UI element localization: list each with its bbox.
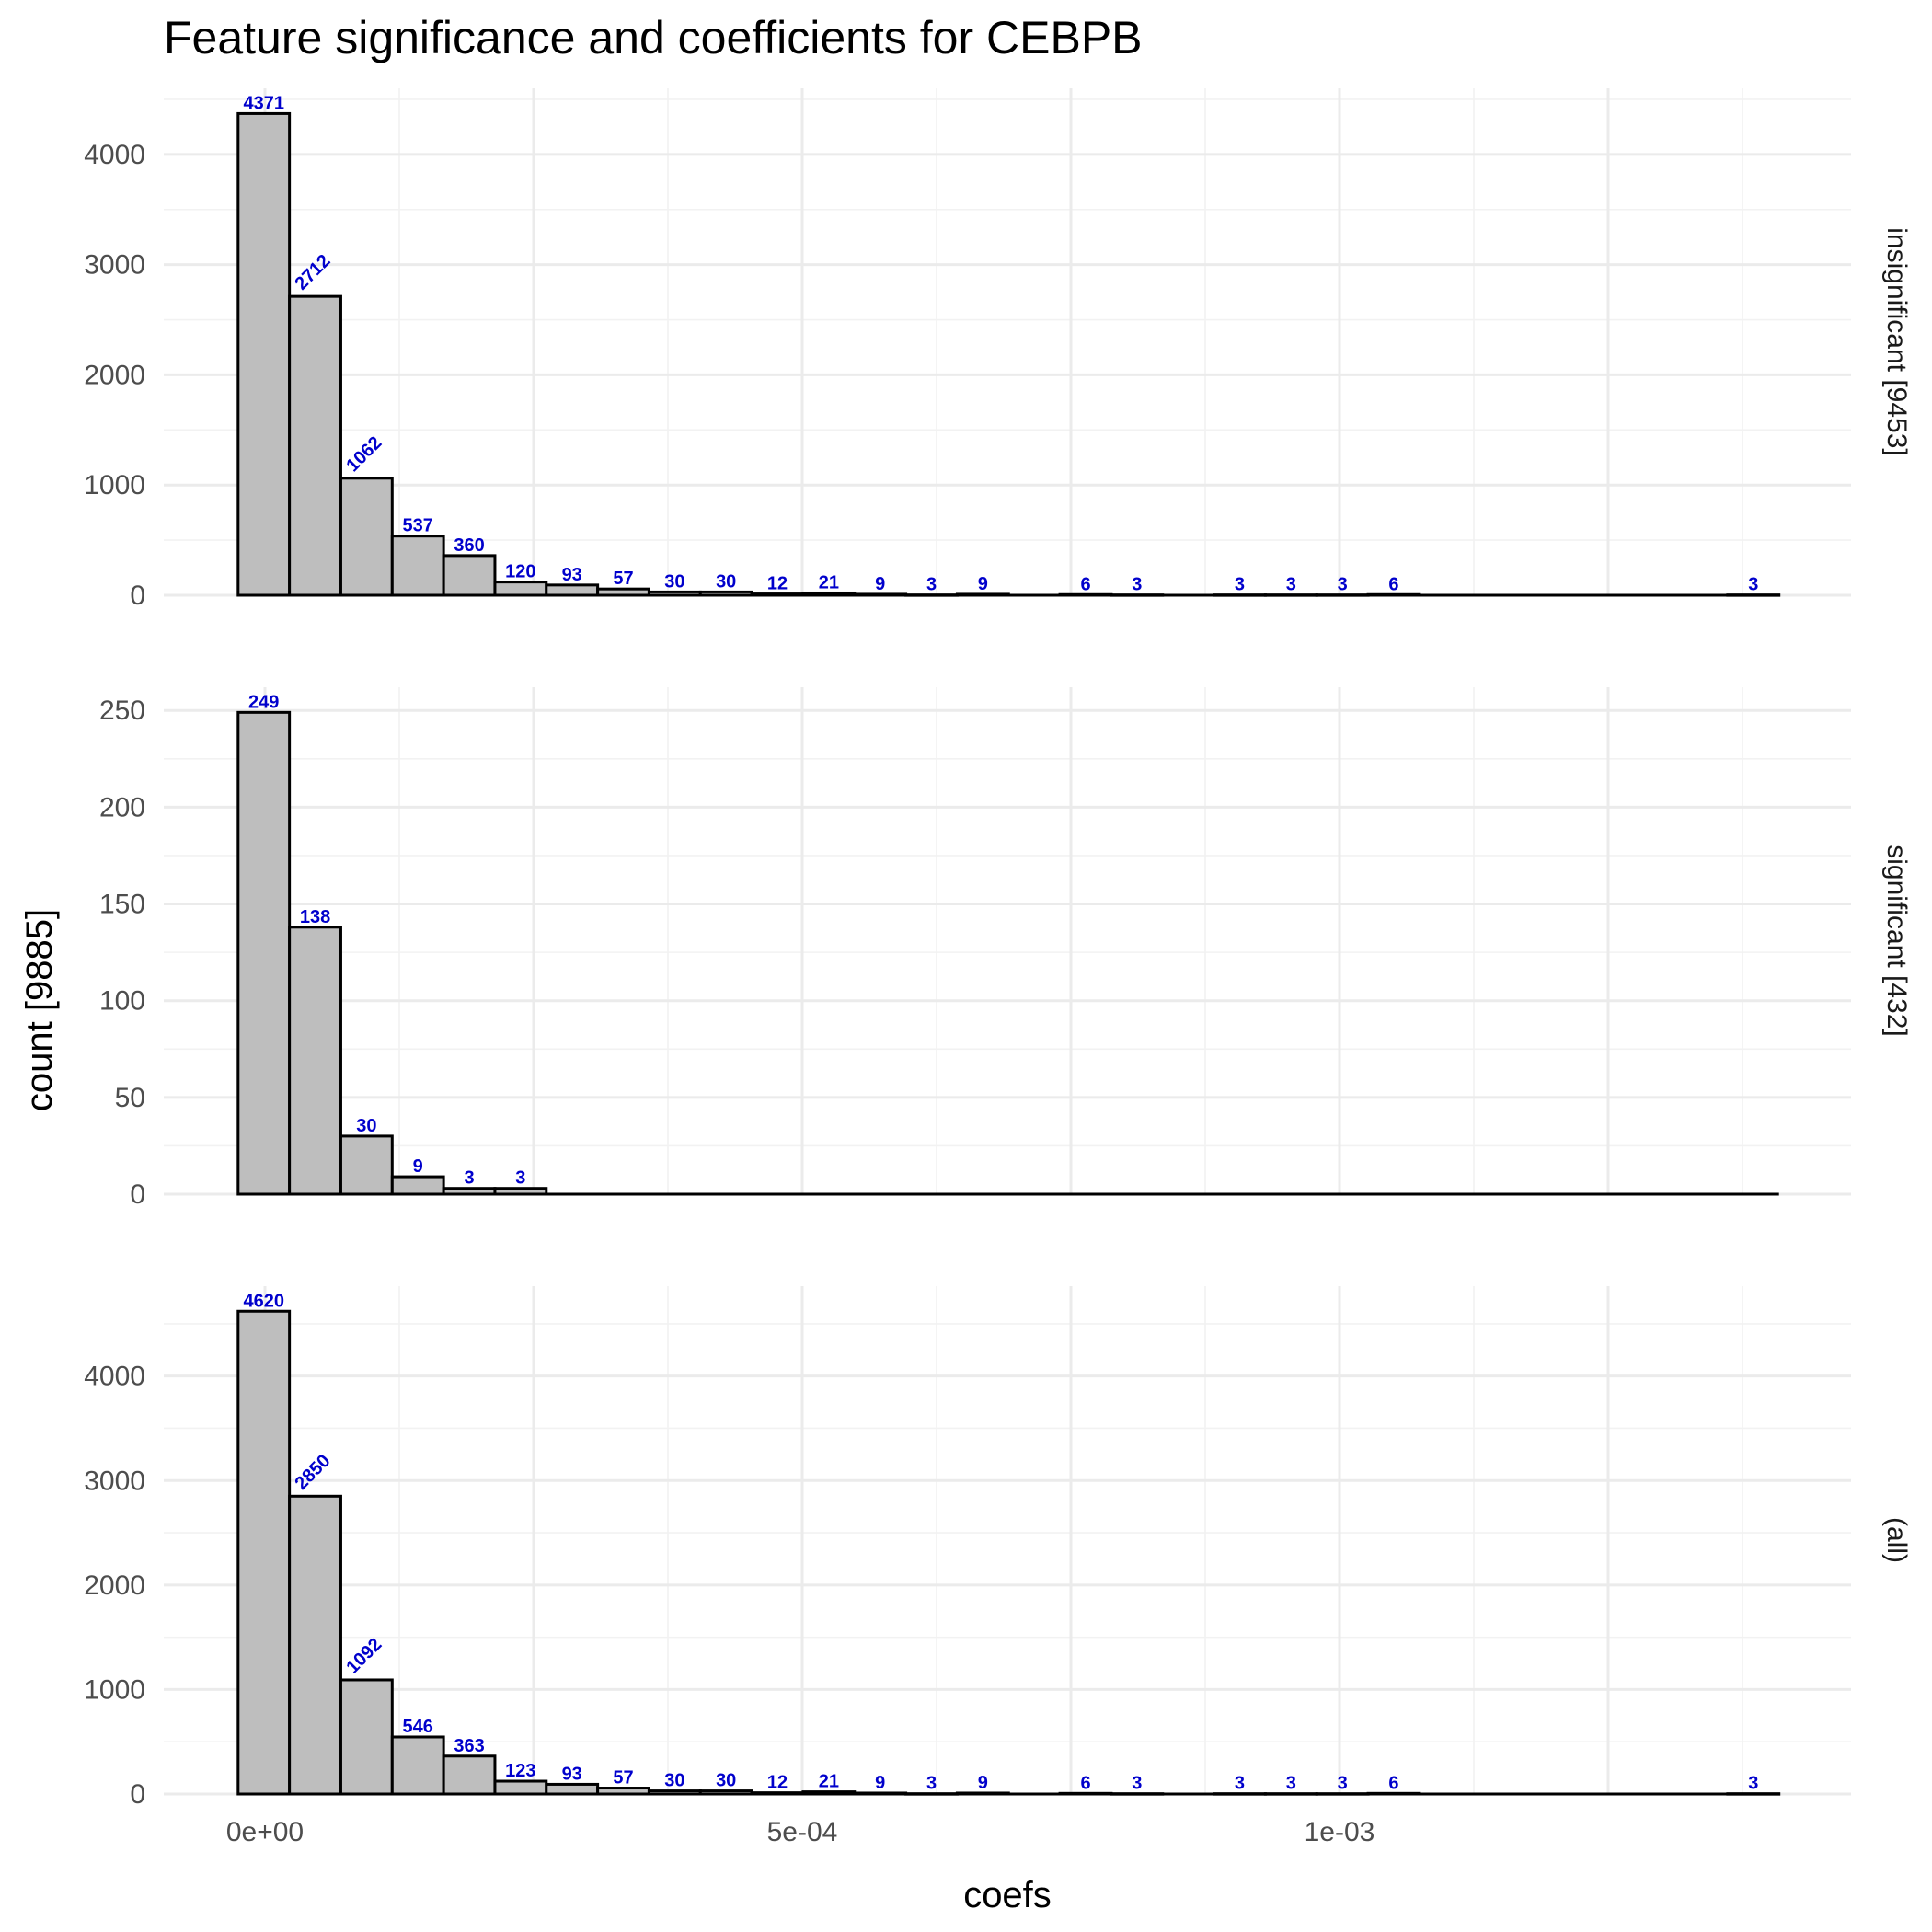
bar-value-label: 6	[1080, 574, 1090, 594]
x-axis: 0e+00 5e-04 1e-03	[226, 1817, 1375, 1847]
bar-value-label: 3	[1338, 1774, 1348, 1794]
y-tick-label: 0	[130, 581, 145, 611]
y-tick-label: 250	[99, 696, 145, 726]
x-axis-title: coefs	[963, 1875, 1052, 1915]
y-tick-label: 3000	[84, 250, 145, 281]
bar-value-label: 1092	[342, 1634, 385, 1677]
histogram-bar	[339, 1678, 394, 1796]
histogram-bar	[545, 583, 600, 597]
bar-value-label: 30	[716, 1771, 736, 1791]
bar-value-label: 93	[562, 565, 582, 585]
facet-strip-label: significant [432]	[1881, 845, 1912, 1036]
bar-value-label: 9	[875, 574, 885, 594]
bar-value-label: 9	[978, 574, 988, 594]
bar-value-label: 30	[664, 571, 684, 592]
histogram-bar	[236, 710, 292, 1196]
histogram-bar	[493, 1779, 548, 1796]
histogram-bar	[390, 1735, 445, 1796]
bar-value-label: 6	[1388, 1773, 1398, 1793]
bar-value-label: 30	[664, 1771, 684, 1791]
histogram-bar	[390, 535, 445, 597]
histogram-bar	[442, 1754, 497, 1796]
bar-value-label: 138	[300, 907, 330, 927]
bar-value-label: 3	[1748, 1774, 1758, 1794]
histogram-bar	[236, 1309, 292, 1796]
y-tick-label: 1000	[84, 1674, 145, 1705]
chart-title: Feature significance and coefficients fo…	[164, 12, 1143, 63]
bar-value-label: 3	[926, 575, 937, 595]
y-tick-label: 0	[130, 1179, 145, 1210]
bar-value-label: 57	[613, 1768, 633, 1788]
bar-value-label: 3	[1132, 575, 1142, 595]
bar-value-label: 3	[1235, 575, 1245, 595]
bar-value-label: 9	[413, 1156, 423, 1177]
y-axis-title: count [9885]	[19, 909, 60, 1111]
y-tick-label: 100	[99, 986, 145, 1017]
bar-value-label: 93	[562, 1764, 582, 1784]
bar-value-label: 57	[613, 569, 633, 589]
bar-value-label: 3	[464, 1168, 474, 1189]
histogram-bar	[288, 926, 342, 1196]
y-tick-label: 200	[99, 792, 145, 822]
bar-value-label: 12	[767, 574, 788, 594]
bar-value-label: 21	[819, 1772, 839, 1792]
bar-value-label: 1062	[342, 432, 385, 476]
x-tick-label: 0e+00	[226, 1817, 304, 1847]
bar-value-label: 12	[767, 1773, 788, 1793]
bar-value-label: 6	[1080, 1773, 1090, 1793]
histogram-bar	[390, 1175, 445, 1196]
histogram-bar	[339, 477, 394, 597]
histogram-bar	[442, 554, 497, 597]
y-tick-label: 4000	[84, 140, 145, 170]
bar-value-label: 123	[505, 1761, 535, 1781]
histogram-bar	[493, 581, 548, 597]
bar-value-label: 360	[454, 535, 484, 556]
bar-value-label: 2850	[292, 1451, 335, 1494]
bar-value-label: 120	[505, 562, 535, 582]
y-tick-label: 2000	[84, 1570, 145, 1601]
facet-strip-label: (all)	[1881, 1517, 1912, 1563]
histogram-bar	[236, 111, 292, 597]
histogram-bar	[545, 1782, 600, 1796]
histogram-bar	[288, 1494, 342, 1796]
x-tick-label: 5e-04	[767, 1817, 838, 1847]
bar-value-label: 30	[716, 571, 736, 592]
bar-value-label: 3	[1286, 575, 1296, 595]
y-tick-label: 0	[130, 1779, 145, 1810]
y-tick-label: 4000	[84, 1362, 145, 1392]
bar-value-label: 6	[1388, 574, 1398, 594]
bar-value-label: 3	[1132, 1774, 1142, 1794]
bar-value-label: 249	[248, 692, 279, 712]
bar-value-label: 537	[403, 516, 433, 536]
bar-value-label: 9	[978, 1773, 988, 1793]
bar-value-label: 3	[515, 1168, 525, 1189]
bar-value-label: 3	[1748, 575, 1758, 595]
bar-value-label: 363	[454, 1736, 484, 1756]
facet-panel: 0 50 100 150 200 250 249 138 30 9 3 3 significant [4…	[99, 687, 1912, 1210]
bar-value-label: 2712	[292, 251, 335, 294]
bar-value-label: 3	[1235, 1774, 1245, 1794]
bar-value-label: 4371	[243, 93, 284, 113]
bar-value-label: 9	[875, 1773, 885, 1793]
histogram-bar	[288, 294, 342, 597]
y-tick-label: 150	[99, 890, 145, 920]
bar-value-label: 30	[356, 1116, 376, 1136]
y-tick-label: 3000	[84, 1466, 145, 1496]
y-tick-label: 2000	[84, 360, 145, 390]
y-tick-label: 50	[115, 1083, 145, 1113]
bar-value-label: 3	[926, 1774, 937, 1794]
y-tick-label: 1000	[84, 470, 145, 500]
x-tick-label: 1e-03	[1305, 1817, 1375, 1847]
bar-value-label: 546	[403, 1717, 433, 1737]
bar-value-label: 3	[1338, 575, 1348, 595]
bar-value-label: 4620	[243, 1291, 284, 1311]
bar-value-label: 3	[1286, 1774, 1296, 1794]
histogram-bar	[339, 1134, 394, 1196]
facet-strip-label: insignificant [9453]	[1881, 227, 1912, 456]
bar-value-label: 21	[819, 572, 839, 592]
